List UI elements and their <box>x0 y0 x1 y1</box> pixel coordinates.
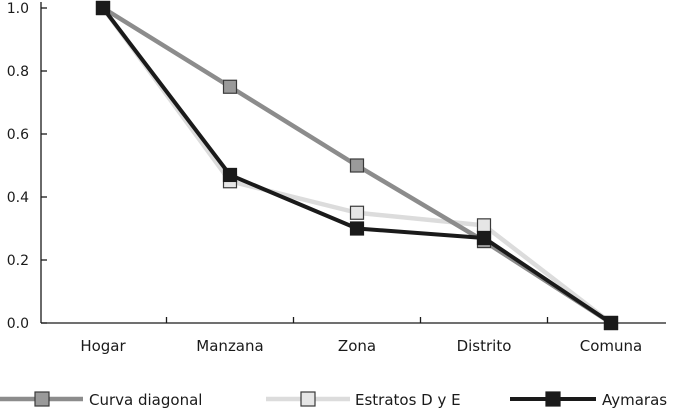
series-aymaras <box>95 0 619 331</box>
y-tick-label: 0.4 <box>7 190 29 206</box>
x-tick-label: Zona <box>338 337 376 355</box>
legend-marker <box>300 391 316 407</box>
legend-label: Estratos D y E <box>355 391 461 409</box>
y-tick-label: 0.6 <box>7 127 29 143</box>
legend-label: Curva diagonal <box>89 391 202 409</box>
legend-label: Aymaras <box>602 391 667 409</box>
data-point-marker <box>349 205 365 220</box>
legend-item: Curva diagonal <box>0 391 202 409</box>
y-tick-label: 0.8 <box>7 64 29 80</box>
data-point-marker <box>349 158 365 173</box>
y-tick-label: 1.0 <box>7 1 29 17</box>
x-axis-ticks: Hogar Manzana Zona Distrito Comuna <box>80 317 642 355</box>
chart-axes <box>40 2 666 324</box>
y-axis-ticks: 0.0 0.2 0.4 0.6 0.8 1.0 <box>7 1 47 332</box>
x-tick-label: Comuna <box>580 337 642 355</box>
data-point-marker <box>476 218 492 233</box>
legend-item: Estratos D y E <box>266 391 461 409</box>
series-curva-diagonal <box>95 0 619 331</box>
data-point-marker <box>95 0 111 16</box>
x-tick-label: Hogar <box>80 337 126 355</box>
data-point-marker <box>476 230 492 246</box>
legend: Curva diagonal Estratos D y E Aymaras <box>0 391 667 409</box>
y-tick-label: 0.2 <box>7 253 29 269</box>
y-tick-label: 0.0 <box>7 316 29 332</box>
data-point-marker <box>349 221 365 236</box>
x-tick-label: Distrito <box>457 337 512 355</box>
data-point-marker <box>603 315 619 331</box>
legend-marker <box>545 391 561 407</box>
legend-item: Aymaras <box>510 391 667 409</box>
data-point-marker <box>222 167 238 183</box>
series-layer <box>95 0 619 331</box>
legend-marker <box>34 391 50 407</box>
x-tick-label: Manzana <box>196 337 263 355</box>
data-point-marker <box>222 79 238 94</box>
